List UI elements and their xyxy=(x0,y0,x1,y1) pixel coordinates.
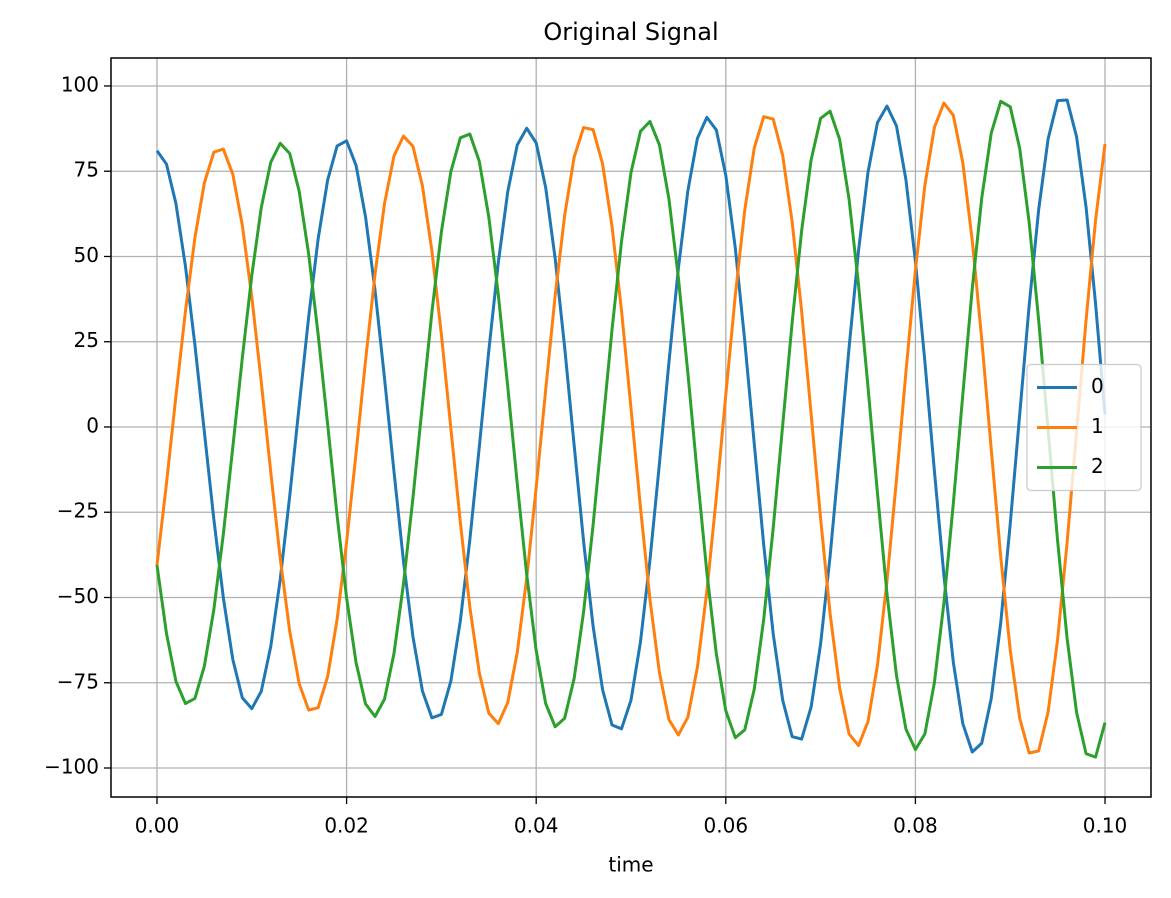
y-tick-label: 0 xyxy=(86,413,99,437)
y-tick-label: −75 xyxy=(57,669,99,693)
y-tick-label: 25 xyxy=(74,328,99,352)
x-tick-label: 0.08 xyxy=(893,814,938,838)
x-tick-label: 0.02 xyxy=(324,814,369,838)
x-tick-label: 0.04 xyxy=(514,814,559,838)
y-tick-label: −25 xyxy=(57,499,99,523)
y-tick-label: −50 xyxy=(57,584,99,608)
legend-label: 0 xyxy=(1091,374,1104,398)
x-tick-label: 0.00 xyxy=(135,814,180,838)
legend-label: 1 xyxy=(1091,414,1104,438)
x-tick-label: 0.06 xyxy=(704,814,749,838)
series-line xyxy=(155,101,1107,755)
y-tick-label: 75 xyxy=(74,158,99,182)
series-line xyxy=(155,99,1107,759)
y-tick-label: 100 xyxy=(61,72,99,96)
legend-label: 2 xyxy=(1091,454,1104,478)
legend-box xyxy=(1026,363,1142,492)
x-axis-label: time xyxy=(608,853,653,877)
series-line xyxy=(155,98,1107,754)
legend: 0 1 2 xyxy=(1026,363,1142,492)
x-tick-label: 0.10 xyxy=(1083,814,1128,838)
axes-frame xyxy=(110,57,1152,798)
y-tick-label: 50 xyxy=(74,243,99,267)
y-tick-label: −100 xyxy=(44,755,99,779)
chart-title: Original Signal xyxy=(543,18,718,46)
